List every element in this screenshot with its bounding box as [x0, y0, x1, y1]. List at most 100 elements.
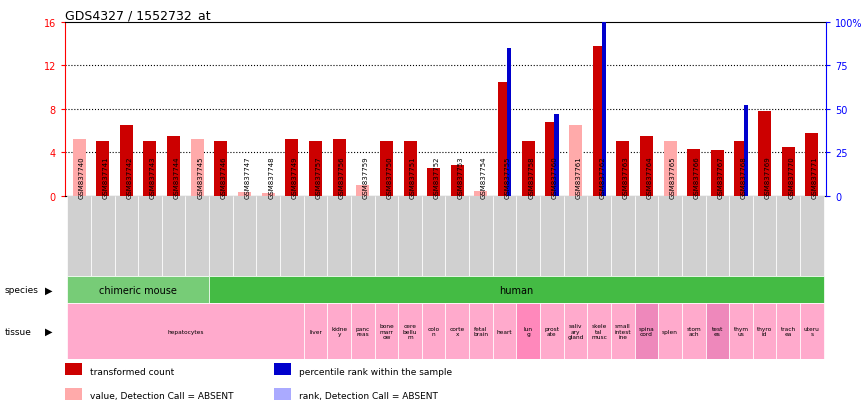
Text: GSM837747: GSM837747 [245, 156, 251, 199]
Text: percentile rank within the sample: percentile rank within the sample [299, 367, 452, 375]
Text: GSM837764: GSM837764 [646, 156, 652, 199]
Text: uteru
s: uteru s [804, 326, 820, 337]
Bar [682, 196, 706, 277]
Text: GSM837768: GSM837768 [741, 156, 747, 199]
Text: GSM837760: GSM837760 [552, 156, 558, 199]
Bar [162, 196, 185, 277]
Bar [522, 142, 535, 196]
Text: panc
reas: panc reas [356, 326, 370, 337]
Text: GSM837755: GSM837755 [504, 156, 510, 199]
Bar [658, 304, 682, 359]
Bar [800, 196, 823, 277]
Text: lun
g: lun g [523, 326, 533, 337]
Bar [611, 304, 635, 359]
Text: saliv
ary
gland: saliv ary gland [567, 323, 584, 339]
Bar [96, 142, 109, 196]
Bar [380, 142, 393, 196]
Bar [474, 192, 488, 196]
Bar [493, 304, 516, 359]
Bar [569, 126, 582, 196]
Bar [138, 196, 162, 277]
Text: ▶: ▶ [45, 326, 53, 337]
Bar [375, 196, 398, 277]
Bar [120, 126, 133, 196]
Text: GSM837767: GSM837767 [717, 156, 723, 199]
Text: corte
x: corte x [450, 326, 465, 337]
Bar [729, 196, 753, 277]
Text: GSM837761: GSM837761 [575, 156, 581, 199]
Bar [540, 196, 564, 277]
Text: transformed count: transformed count [90, 367, 174, 375]
Text: species: species [4, 286, 38, 294]
Bar [777, 304, 800, 359]
Bar [729, 304, 753, 359]
Bar [445, 304, 469, 359]
Bar [635, 304, 658, 359]
Text: GSM837748: GSM837748 [268, 156, 274, 199]
Bar [262, 194, 275, 196]
Text: GSM837771: GSM837771 [812, 156, 818, 199]
Text: colo
n: colo n [427, 326, 439, 337]
Bar [356, 185, 369, 196]
Text: GSM837741: GSM837741 [103, 156, 109, 199]
Bar [256, 196, 280, 277]
Text: liver: liver [309, 329, 322, 334]
Bar [375, 304, 398, 359]
Bar [451, 166, 464, 196]
Bar [782, 147, 795, 196]
Text: GSM837740: GSM837740 [79, 156, 85, 199]
Text: GSM837746: GSM837746 [221, 156, 227, 199]
Text: trach
ea: trach ea [781, 326, 796, 337]
Bar [777, 196, 800, 277]
Bar [540, 304, 564, 359]
Text: stom
ach: stom ach [686, 326, 701, 337]
Text: value, Detection Call = ABSENT: value, Detection Call = ABSENT [90, 391, 234, 400]
Text: spina
cord: spina cord [638, 326, 654, 337]
Bar [635, 196, 658, 277]
Bar [67, 196, 91, 277]
Bar [351, 196, 375, 277]
Bar [611, 196, 635, 277]
Text: GSM837769: GSM837769 [765, 156, 771, 199]
Bar [753, 196, 777, 277]
Bar [805, 133, 818, 196]
Bar [744, 106, 748, 196]
Text: GSM837749: GSM837749 [292, 156, 298, 199]
Text: GSM837758: GSM837758 [529, 156, 535, 199]
Bar [706, 196, 729, 277]
Bar [274, 388, 291, 400]
Text: human: human [499, 285, 534, 295]
Text: GSM837770: GSM837770 [788, 156, 794, 199]
Text: ▶: ▶ [45, 285, 53, 295]
Text: GSM837759: GSM837759 [362, 156, 368, 199]
Text: hepatocytes: hepatocytes [167, 329, 203, 334]
Text: GSM837742: GSM837742 [126, 156, 132, 199]
Text: test
es: test es [712, 326, 723, 337]
Bar [682, 304, 706, 359]
Bar [65, 388, 81, 400]
Bar [516, 196, 540, 277]
Bar [554, 115, 559, 196]
Text: GSM837743: GSM837743 [150, 156, 156, 199]
Text: GDS4327 / 1552732_at: GDS4327 / 1552732_at [65, 9, 210, 21]
Bar [587, 196, 611, 277]
Bar [91, 196, 114, 277]
Bar [687, 150, 700, 196]
Bar [280, 196, 304, 277]
Text: rank, Detection Call = ABSENT: rank, Detection Call = ABSENT [299, 391, 439, 400]
Text: heart: heart [497, 329, 512, 334]
Bar [427, 169, 440, 196]
Bar [67, 277, 209, 304]
Bar [753, 304, 777, 359]
Bar [516, 304, 540, 359]
Bar [711, 151, 724, 196]
Bar [398, 304, 422, 359]
Text: GSM837750: GSM837750 [387, 156, 393, 199]
Bar [285, 140, 298, 196]
Bar [469, 304, 493, 359]
Text: kidne
y: kidne y [331, 326, 347, 337]
Text: GSM837757: GSM837757 [316, 156, 322, 199]
Text: cere
bellu
m: cere bellu m [403, 323, 417, 339]
Text: GSM837763: GSM837763 [623, 156, 629, 199]
Bar [469, 196, 493, 277]
